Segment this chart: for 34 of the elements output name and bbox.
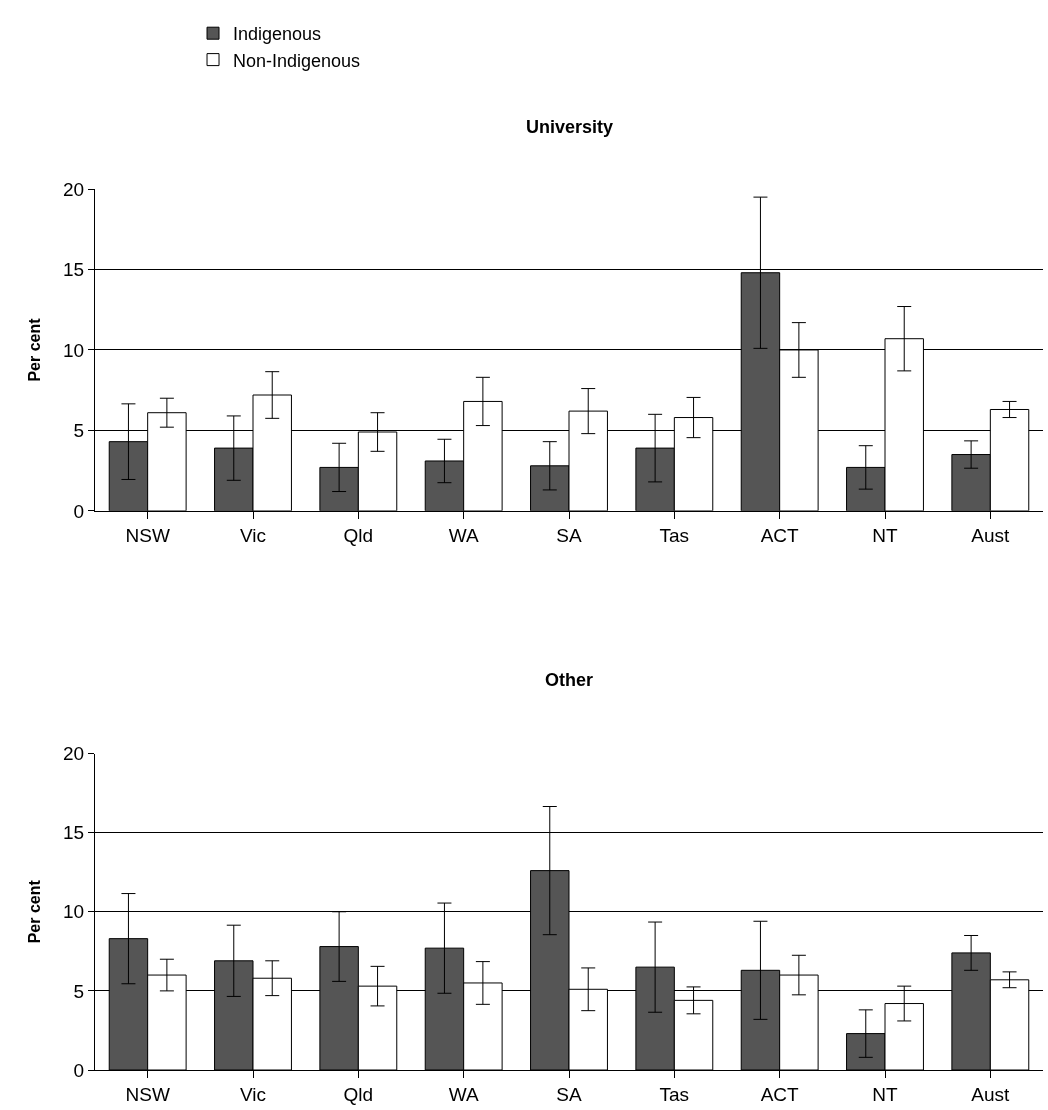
x-tick-label: Aust (971, 524, 1011, 546)
y-axis-title: Per cent (25, 317, 43, 382)
x-tick-label: Aust (971, 1083, 1011, 1105)
x-tick-label: Tas (659, 524, 690, 546)
x-tick-label: Qld (343, 524, 374, 546)
chart-title: University (526, 117, 614, 137)
x-tick-label: NSW (125, 524, 170, 546)
y-tick-label: 10 (63, 901, 85, 923)
x-tick-label: NT (872, 524, 899, 546)
x-tick-label: WA (448, 1083, 479, 1105)
y-tick-label: 5 (73, 980, 85, 1002)
x-tick-label: Vic (239, 524, 267, 546)
legend-label: Non-Indigenous (233, 50, 361, 71)
y-tick-label: 10 (63, 339, 85, 361)
x-tick-label: Vic (239, 1083, 267, 1105)
x-tick-label: NSW (125, 1083, 170, 1105)
x-tick-label: WA (448, 524, 479, 546)
y-tick-label: 20 (63, 178, 85, 200)
x-tick-label: SA (556, 524, 582, 546)
y-tick-label: 15 (63, 259, 85, 281)
legend-label: Indigenous (233, 24, 322, 45)
y-tick-label: 0 (73, 500, 85, 522)
y-tick-label: 20 (63, 743, 85, 765)
x-tick-label: Tas (659, 1083, 690, 1105)
y-tick-label: 15 (63, 822, 85, 844)
chart-title: Other (545, 670, 594, 690)
x-tick-label: Qld (343, 1083, 374, 1105)
x-tick-label: ACT (760, 524, 800, 546)
y-tick-label: 0 (73, 1059, 85, 1081)
x-tick-label: ACT (760, 1083, 800, 1105)
y-tick-label: 5 (73, 420, 85, 442)
x-tick-label: NT (872, 1083, 899, 1105)
x-tick-label: SA (556, 1083, 582, 1105)
y-axis-title: Per cent (25, 879, 43, 944)
